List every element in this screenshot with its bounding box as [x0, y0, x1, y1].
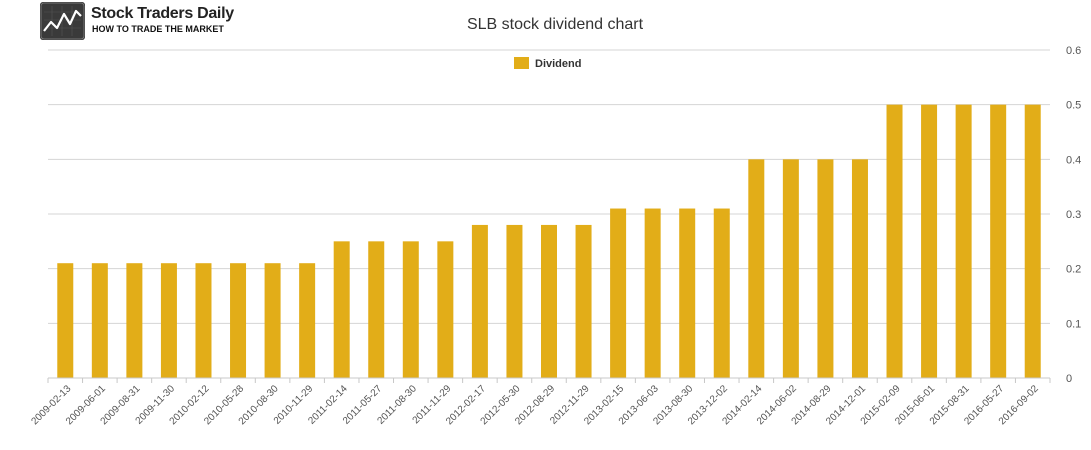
bar	[921, 104, 938, 379]
bar	[195, 263, 212, 378]
y-tick-label: 0.5	[1066, 100, 1081, 112]
logo-tagline: HOW TO TRADE THE MARKET	[92, 24, 224, 34]
bar	[230, 263, 247, 378]
y-tick-label: 0.1	[1066, 318, 1081, 330]
bar	[126, 263, 143, 378]
bars	[57, 104, 1041, 379]
bar	[955, 104, 972, 379]
bar	[437, 241, 454, 378]
bar	[57, 263, 74, 378]
bar	[610, 208, 627, 378]
bar	[160, 263, 177, 378]
x-tick-labels: 2009-02-132009-06-012009-08-312009-11-30…	[29, 383, 1041, 427]
bar	[679, 208, 696, 378]
y-tick-label: 0	[1066, 373, 1072, 385]
logo-brand: Stock Traders Daily	[91, 5, 234, 22]
bar	[506, 224, 523, 378]
bar	[817, 159, 834, 378]
x-axis	[47, 377, 1051, 383]
y-tick-label: 0.2	[1066, 264, 1081, 276]
bar	[299, 263, 316, 378]
stock-traders-daily-logo: Stock Traders Daily HOW TO TRADE THE MAR…	[40, 2, 240, 42]
bar	[1024, 104, 1041, 379]
bar	[264, 263, 281, 378]
legend: Dividend	[514, 57, 581, 70]
bar	[886, 104, 903, 379]
y-axis: 0 0.1 0.2 0.3 0.4 0.5 0.6	[1066, 45, 1081, 385]
y-tick-label: 0.3	[1066, 209, 1081, 221]
bar	[333, 241, 350, 378]
y-tick-label: 0.6	[1066, 45, 1081, 57]
chart-title: SLB stock dividend chart	[467, 16, 644, 33]
bar	[471, 224, 488, 378]
bar	[575, 224, 592, 378]
bar	[91, 263, 108, 378]
legend-swatch	[514, 57, 529, 69]
bar	[713, 208, 730, 378]
logo-chart-icon	[40, 2, 85, 40]
bar	[782, 159, 799, 378]
bar	[990, 104, 1007, 379]
bar	[748, 159, 765, 378]
bar	[402, 241, 419, 378]
bar	[644, 208, 661, 378]
bar	[541, 224, 557, 378]
y-tick-label: 0.4	[1066, 154, 1081, 166]
bar	[368, 241, 385, 378]
legend-label-dividend: Dividend	[535, 58, 581, 70]
bar	[851, 159, 868, 378]
